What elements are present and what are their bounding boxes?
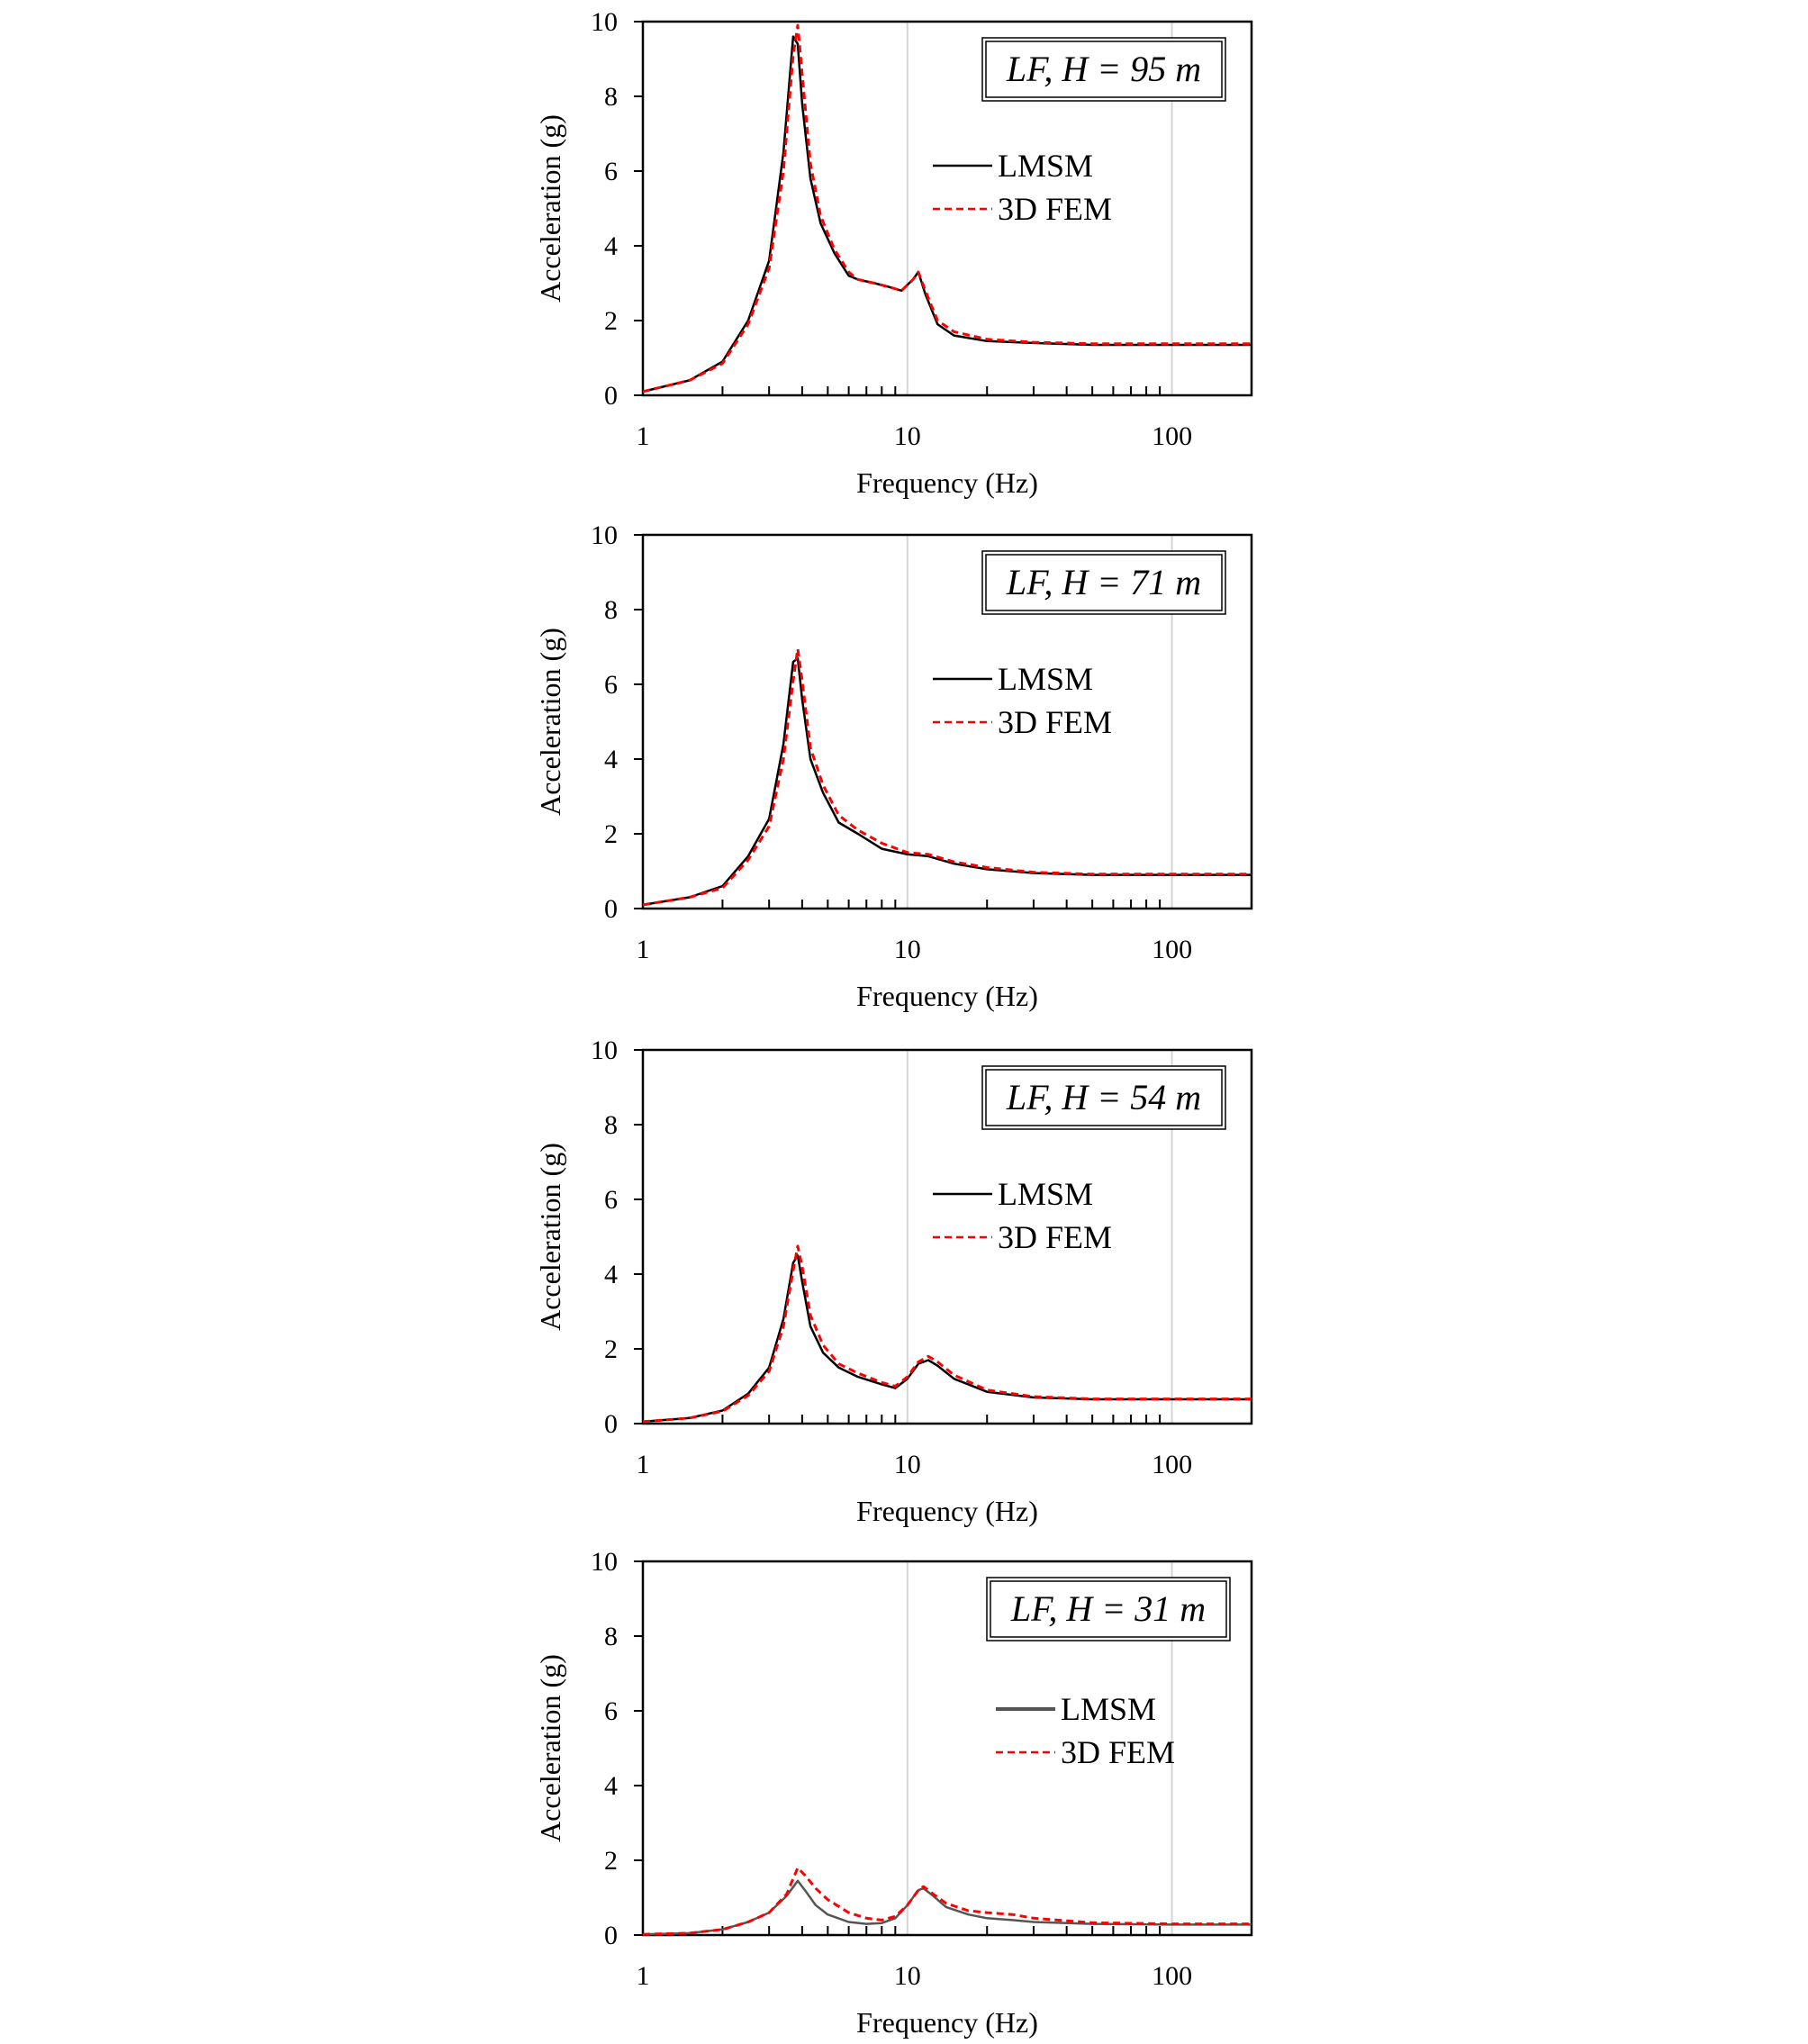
y-tick-label: 0 (604, 894, 618, 924)
x-axis-title: Frequency (Hz) (856, 1495, 1038, 1527)
legend-label: 3D FEM (998, 704, 1112, 740)
chart-panel-2: 0 2 4 6 8 10 1 10 100 Frequency (Hz) Acceleration … (534, 520, 1253, 1012)
y-tick-label: 10 (591, 520, 618, 550)
series-line-3d-fem (642, 23, 1252, 393)
x-tick-label: 1 (637, 1450, 650, 1479)
y-tick-label: 10 (591, 1036, 618, 1065)
y-axis-title: Acceleration (g) (534, 114, 566, 303)
x-tick-label: 100 (1152, 935, 1192, 964)
y-tick-label: 8 (604, 82, 618, 112)
y-axis-title: Acceleration (g) (534, 1654, 566, 1842)
series-line-3d-fem (642, 1866, 1252, 1936)
legend-label: 3D FEM (1061, 1734, 1175, 1770)
y-tick-label: 6 (604, 1185, 618, 1215)
y-tick-label: 2 (604, 1334, 618, 1364)
y-tick-label: 10 (591, 7, 618, 37)
y-tick-label: 0 (604, 381, 618, 411)
y-tick-label: 8 (604, 1110, 618, 1140)
x-axis-title: Frequency (Hz) (856, 2006, 1038, 2039)
x-tick-label: 10 (894, 935, 921, 964)
annotation-box-inner (985, 41, 1223, 98)
series-line-3d-fem (642, 1244, 1252, 1424)
series-line-lmsm (642, 1254, 1252, 1424)
legend-label: 3D FEM (998, 1219, 1112, 1255)
plot-frame (641, 1560, 1253, 1937)
y-tick-label: 0 (604, 1921, 618, 1950)
y-tick-label: 8 (604, 595, 618, 625)
y-tick-label: 2 (604, 1846, 618, 1876)
annotation-box-inner (985, 554, 1223, 611)
annotation-box-inner (985, 1069, 1223, 1126)
annotation-label: LF, H = 95 m (1006, 49, 1201, 89)
chart-panel-1: 0 2 4 6 8 10 1 10 100 Frequency (Hz) Acceleration … (534, 7, 1253, 499)
series-line-3d-fem (642, 647, 1252, 907)
x-axis-title: Frequency (Hz) (856, 980, 1038, 1012)
y-tick-label: 2 (604, 819, 618, 849)
x-tick-label: 100 (1152, 421, 1192, 451)
y-tick-label: 4 (604, 1260, 618, 1289)
y-tick-label: 2 (604, 306, 618, 336)
legend-label: LMSM (998, 661, 1093, 697)
chart-panel-4: 0 2 4 6 8 10 1 10 100 Frequency (Hz) Acceleration … (534, 1547, 1253, 2039)
legend-label: LMSM (1061, 1691, 1156, 1727)
x-tick-label: 100 (1152, 1450, 1192, 1479)
x-tick-label: 1 (637, 935, 650, 964)
x-tick-label: 1 (637, 1961, 650, 1991)
plot-frame (641, 1048, 1253, 1425)
x-axis-title: Frequency (Hz) (856, 466, 1038, 499)
x-tick-label: 10 (894, 1961, 921, 1991)
x-tick-label: 10 (894, 421, 921, 451)
legend-label: LMSM (998, 1176, 1093, 1212)
y-axis-title: Acceleration (g) (534, 628, 566, 816)
y-tick-label: 6 (604, 157, 618, 186)
annotation-label: LF, H = 54 m (1006, 1077, 1201, 1117)
y-tick-label: 8 (604, 1622, 618, 1651)
plot-frame (641, 20, 1253, 397)
y-axis-title: Acceleration (g) (534, 1143, 566, 1331)
chart-panel-3: 0 2 4 6 8 10 1 10 100 Frequency (Hz) Acceleration … (534, 1036, 1253, 1527)
legend-label: 3D FEM (998, 191, 1112, 227)
annotation-label: LF, H = 71 m (1006, 562, 1201, 602)
x-tick-label: 100 (1152, 1961, 1192, 1991)
y-tick-label: 6 (604, 1696, 618, 1726)
annotation-label: LF, H = 31 m (1010, 1588, 1206, 1629)
y-tick-label: 4 (604, 231, 618, 261)
y-tick-label: 10 (591, 1547, 618, 1577)
series-line-lmsm (642, 656, 1252, 907)
y-tick-label: 4 (604, 1771, 618, 1801)
plot-frame (641, 533, 1253, 910)
annotation-box-inner (990, 1580, 1227, 1638)
y-tick-label: 4 (604, 745, 618, 774)
x-tick-label: 1 (637, 421, 650, 451)
y-tick-label: 6 (604, 670, 618, 700)
legend-label: LMSM (998, 148, 1093, 184)
y-tick-label: 0 (604, 1409, 618, 1439)
x-tick-label: 10 (894, 1450, 921, 1479)
